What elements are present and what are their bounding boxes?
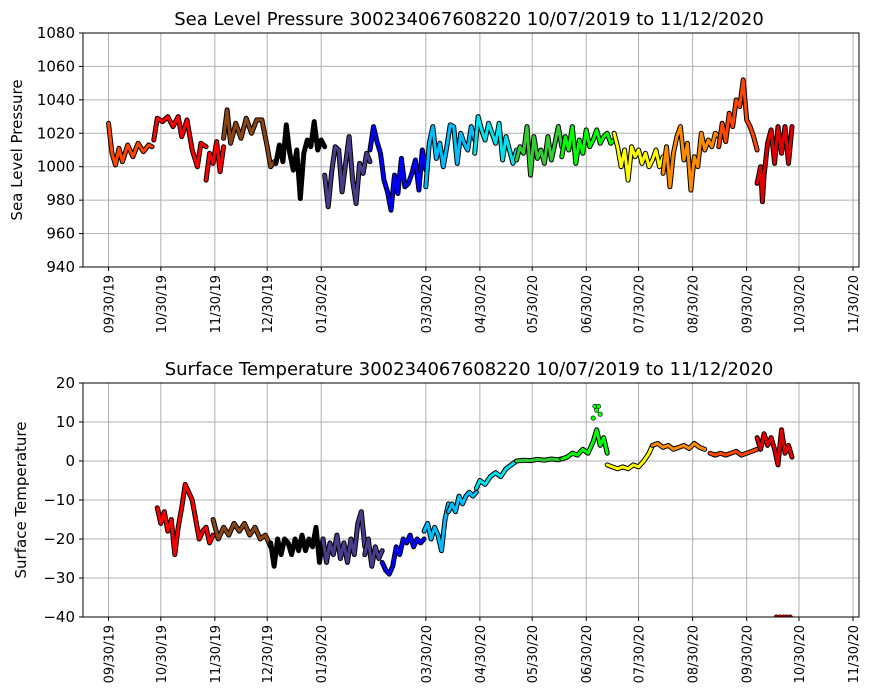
y-tick-label: 940 [46,258,75,276]
series-line [155,482,215,557]
series-line [204,140,226,182]
x-tick-label: 12/30/19 [261,275,276,333]
series-line [274,120,327,200]
series-line [474,459,518,490]
x-tick-label: 08/30/20 [687,275,702,333]
series-line [651,441,707,451]
series-line [424,123,477,189]
x-tick-label: 09/30/19 [103,275,118,333]
series-line [222,108,276,169]
x-tick-label: 09/30/20 [741,275,756,333]
surface-temperature-panel: Surface Temperature 300234067608220 10/0… [12,359,862,683]
y-tick-label: −30 [43,569,75,587]
x-tick-label: 12/30/19 [261,625,276,683]
series-line [422,502,450,553]
data-series [106,77,795,213]
x-tick-label: 04/30/20 [474,275,489,333]
x-tick-label: 11/30/20 [847,275,862,333]
x-tick-label: 09/30/20 [741,625,756,683]
x-tick-label: 10/30/20 [793,275,808,333]
x-tick-label: 07/30/20 [633,275,648,333]
x-tick-label: 11/30/19 [209,625,224,683]
y-tick-label: 980 [46,191,75,209]
x-tick-label: 11/30/19 [209,275,224,333]
data-series [154,403,795,617]
series-line [107,121,154,167]
series-line [708,447,759,457]
plot-frame [82,32,860,268]
series-line [473,115,518,165]
x-tick-label: 01/30/20 [315,625,330,683]
x-tick-label: 04/30/20 [474,625,489,683]
series-line [661,125,721,192]
x-tick-label: 07/30/20 [633,625,648,683]
x-tick-label: 08/30/20 [687,625,702,683]
series-line [323,135,372,209]
x-tick-label: 06/30/20 [580,625,595,683]
x-tick-label: 03/30/20 [420,275,435,333]
sea-level-pressure-panel: Sea Level Pressure 300234067608220 10/07… [8,9,862,333]
x-tick-label: 10/30/20 [793,625,808,683]
x-tick-label: 01/30/20 [315,275,330,333]
y-tick-label: 1020 [37,124,75,142]
series-line [515,125,564,177]
y-tick-label: 1040 [37,91,75,109]
y-tick-label: 10 [56,413,75,431]
y-tick-label: 960 [46,225,75,243]
x-tick-label: 03/30/20 [420,625,435,683]
series-line [717,78,759,152]
data-point [595,403,601,409]
series-line [755,428,794,467]
y-tick-label: 1080 [37,24,75,42]
series-line [211,518,273,549]
grid [83,382,859,618]
series-line [560,125,616,165]
series-line [152,115,208,169]
y-tick-label: 1000 [37,158,75,176]
x-tick-label: 11/30/20 [847,625,862,683]
series-line [755,125,794,204]
series-line [447,490,478,514]
series-line [321,510,367,564]
plot-frame [82,382,860,618]
x-tick-label: 10/30/19 [155,275,170,333]
x-tick-label: 09/30/19 [103,625,118,683]
series-line [560,428,609,461]
series-line [269,525,325,568]
series-line [515,457,564,463]
y-tick-label: 1060 [37,57,75,75]
data-point [590,415,596,421]
x-tick-label: 10/30/19 [155,625,170,683]
y-tick-label: −40 [43,608,75,626]
chart-title: Surface Temperature 300234067608220 10/0… [165,359,774,380]
y-axis-label: Sea Level Pressure [8,79,26,220]
series-line [380,533,426,576]
series-line [612,131,665,182]
series-line [605,443,654,471]
chart-title: Sea Level Pressure 300234067608220 10/07… [174,9,764,30]
series-line [368,125,428,212]
x-tick-label: 05/30/20 [526,625,541,683]
series-line [363,537,384,568]
x-tick-label: 06/30/20 [580,275,595,333]
y-tick-label: −10 [43,491,75,509]
y-tick-label: 0 [65,452,75,470]
y-tick-label: 20 [56,374,75,392]
x-tick-label: 05/30/20 [526,275,541,333]
data-point [597,411,603,417]
y-axis-label: Surface Temperature [12,422,30,579]
y-tick-label: −20 [43,530,75,548]
